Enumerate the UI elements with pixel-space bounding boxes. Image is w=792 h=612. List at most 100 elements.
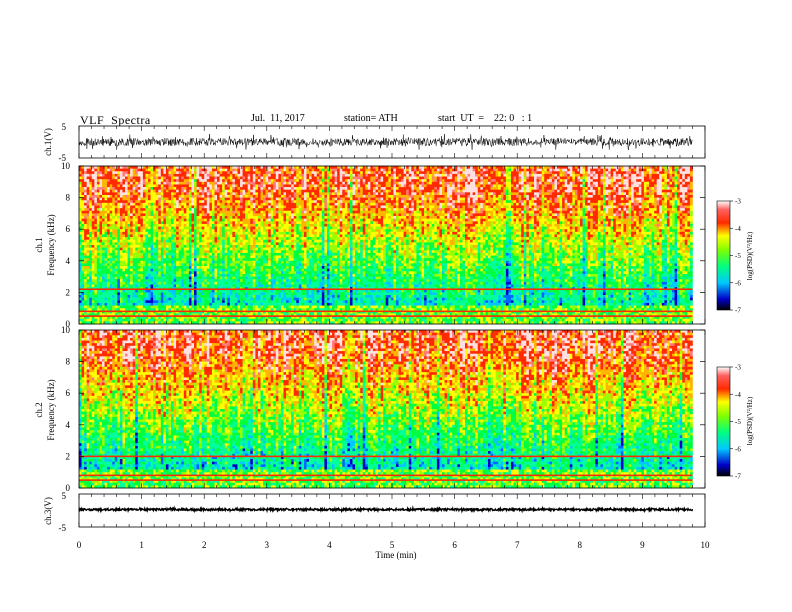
spectrogram-cell	[178, 250, 182, 254]
spectrogram-cell	[114, 194, 118, 198]
spectrogram-cell	[234, 250, 238, 254]
spectrogram-cell	[168, 247, 172, 251]
spectrogram-cell	[135, 179, 139, 183]
spectrogram-cell	[176, 300, 179, 304]
spectrogram-cell	[158, 305, 162, 309]
spectrogram-cell	[140, 223, 144, 227]
spectrogram-cell	[140, 276, 144, 280]
spectrogram-cell	[150, 231, 154, 235]
spectrogram-cell	[84, 321, 87, 325]
spectrogram-cell	[265, 205, 269, 209]
spectrogram-cell	[104, 179, 108, 183]
spectrogram-cell	[130, 200, 133, 204]
spectrogram-cell	[196, 171, 200, 175]
spectrogram-cell	[257, 318, 261, 322]
spectrogram-cell	[219, 202, 223, 206]
spectrogram-cell	[148, 242, 151, 246]
spectrogram-cell	[247, 200, 251, 204]
spectrogram-cell	[125, 208, 128, 212]
spectrogram-cell	[153, 202, 156, 206]
spectrogram-cell	[204, 273, 208, 277]
spectrogram-cell	[240, 271, 243, 275]
spectrogram-cell	[260, 229, 264, 233]
spectrogram-cell	[204, 279, 208, 283]
spectrogram-cell	[227, 179, 231, 183]
spectrogram-cell	[99, 181, 103, 185]
spectrogram-cell	[183, 266, 187, 269]
spectrogram-cell	[227, 284, 231, 288]
spectrogram-cell	[173, 208, 177, 212]
spectrogram-cell	[150, 313, 154, 317]
spectrogram-cell	[171, 316, 174, 320]
spectrogram-cell	[199, 281, 202, 285]
spectrogram-cell	[119, 202, 123, 206]
spectrogram-cell	[209, 313, 213, 317]
spectrogram-cell	[194, 216, 197, 219]
spectrogram-cell	[99, 300, 103, 304]
spectrogram-cell	[114, 263, 118, 267]
spectrogram-cell	[165, 258, 169, 262]
spectrogram-cell	[102, 263, 105, 267]
spectrogram-cell	[260, 237, 264, 241]
spectrogram-cell	[255, 295, 259, 298]
spectrogram-cell	[194, 189, 197, 193]
spectrogram-cell	[173, 258, 177, 262]
spectrogram-cell	[194, 223, 197, 227]
spectrogram-cell	[263, 297, 266, 301]
spectrogram-cell	[199, 252, 202, 256]
spectrogram-cell	[260, 234, 264, 238]
spectrogram-cell	[268, 202, 272, 206]
spectrogram-cell	[283, 234, 287, 238]
spectrogram-cell	[155, 229, 159, 233]
spectrogram-cell	[135, 321, 139, 325]
spectrogram-cell	[211, 260, 215, 264]
spectrogram-cell	[137, 273, 141, 277]
spectrogram-cell	[160, 216, 164, 219]
spectrogram-cell	[125, 194, 128, 198]
spectrogram-cell	[109, 313, 113, 317]
spectrogram-cell	[91, 279, 95, 283]
spectrogram-cell	[89, 200, 93, 204]
spectrogram-cell	[173, 284, 177, 288]
spectrogram-cell	[178, 300, 182, 304]
spectrogram-cell	[91, 192, 95, 196]
spectrogram-cell	[255, 284, 259, 288]
spectrogram-cell	[199, 289, 202, 293]
spectrogram-cell	[79, 226, 82, 230]
spectrogram-cell	[79, 189, 82, 193]
spectrogram-cell	[150, 166, 154, 169]
spectrogram-cell	[158, 273, 162, 277]
spectrogram-cell	[137, 318, 141, 322]
spectrogram-cell	[171, 245, 174, 248]
spectrogram-cell	[245, 226, 249, 230]
spectrogram-cell	[114, 176, 118, 180]
spectrogram-cell	[122, 297, 126, 301]
spectrogram-cell	[268, 176, 272, 180]
spectrogram-cell	[257, 268, 261, 272]
spectrogram-cell	[94, 279, 98, 283]
spectrogram-cell	[104, 292, 108, 296]
spectrogram-cell	[270, 231, 274, 235]
spectrogram-cell	[240, 247, 243, 251]
spectrogram-cell	[237, 229, 241, 233]
spectrogram-cell	[148, 176, 151, 180]
ch1-waveform-panel: 5 -5 ch.1(V)	[43, 122, 706, 163]
spectrogram-cell	[204, 234, 208, 238]
spectrogram-cell	[242, 250, 246, 254]
spectrogram-cell	[191, 210, 195, 214]
spectrogram-cell	[104, 187, 108, 190]
spectrogram-cell	[117, 295, 121, 298]
spectrogram-cell	[275, 260, 279, 264]
spectrogram-cell	[265, 171, 269, 175]
spectrogram-cell	[79, 273, 82, 277]
spectrogram-cell	[260, 176, 264, 180]
spectrogram-cell	[229, 260, 233, 264]
spectrogram-cell	[112, 239, 116, 243]
spectrogram-cell	[278, 250, 282, 254]
spectrogram-cell	[89, 168, 93, 172]
spectrogram-cell	[130, 223, 133, 227]
spectrogram-cell	[176, 197, 179, 201]
spectrogram-cell	[122, 321, 126, 325]
spectrogram-cell	[283, 231, 287, 235]
spectrogram-cell	[130, 221, 133, 225]
